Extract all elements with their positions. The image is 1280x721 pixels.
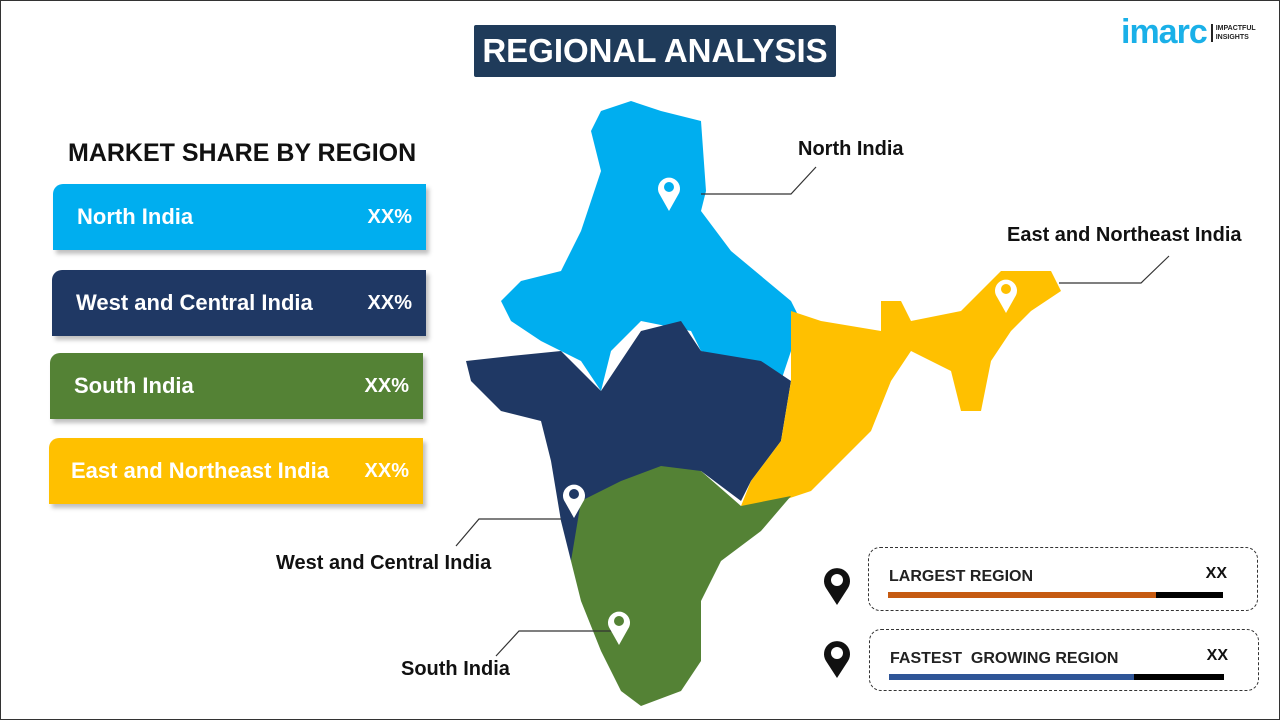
map-region-south	[571, 466, 791, 706]
callout-line-south	[495, 630, 613, 657]
map-label-north: North India	[798, 138, 904, 160]
panel-heading: MARKET SHARE BY REGION	[68, 139, 417, 167]
region-card-north: North India XX%	[53, 184, 426, 250]
map-label-west: West and Central India	[276, 552, 492, 574]
map-pin-icon	[563, 484, 585, 518]
map-label-east: East and Northeast India	[1007, 224, 1242, 246]
map-pin-icon	[658, 177, 680, 211]
legend-pin-icon	[824, 641, 850, 678]
fastest-growing-region-bar	[889, 674, 1224, 680]
legend-largest-region: LARGEST REGION XX	[868, 547, 1258, 611]
callout-line-north	[701, 166, 817, 195]
legend-pin-icon	[824, 568, 850, 605]
callout-line-east	[1059, 255, 1170, 284]
map-pins	[563, 177, 1017, 645]
callout-line-west	[455, 518, 561, 547]
map-pin-icon	[995, 279, 1017, 313]
region-card-east: East and Northeast India XX%	[49, 438, 423, 504]
imarc-logo: imarc IMPACTFUL INSIGHTS	[1121, 13, 1256, 51]
map-region-east	[741, 271, 1061, 506]
map-region-north	[501, 101, 801, 391]
map-pin-icon	[608, 611, 630, 645]
legend-fastest-growing-region: FASTEST GROWING REGION XX	[869, 629, 1259, 691]
region-card-west: West and Central India XX%	[52, 270, 426, 336]
largest-region-bar	[888, 592, 1223, 598]
map-label-south: South India	[401, 658, 510, 680]
region-card-south: South India XX%	[50, 353, 423, 419]
map-region-west	[466, 321, 791, 561]
page-title: REGIONAL ANALYSIS	[474, 25, 836, 77]
